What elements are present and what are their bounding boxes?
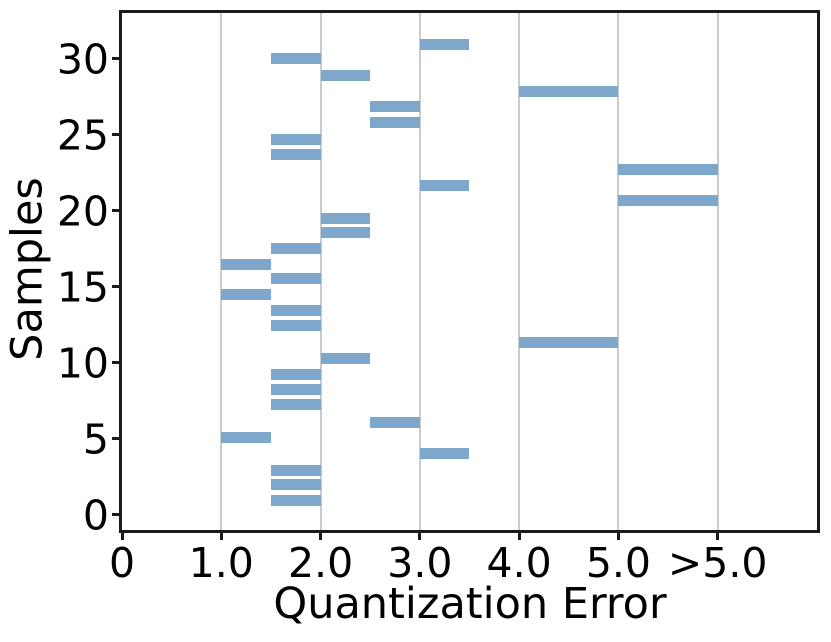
sample-error-bar [270, 399, 321, 411]
sample-error-bar [320, 212, 371, 224]
x-tick-label: 5.0 [585, 539, 652, 587]
sample-error-bar [618, 195, 718, 207]
plot-inner [122, 13, 817, 530]
x-axis-label: Quantization Error [273, 579, 667, 629]
sample-error-bar [270, 495, 321, 507]
sample-error-bar [519, 85, 619, 97]
sample-error-bar [419, 447, 470, 459]
sample-error-bar [370, 117, 420, 129]
y-tick-label: 25 [56, 111, 109, 160]
x-tick-mark [418, 533, 422, 540]
sample-error-bar [320, 69, 371, 81]
sample-error-bar [320, 352, 371, 364]
sample-error-bar [270, 304, 321, 316]
sample-error-bar [270, 243, 321, 255]
sample-error-bar [419, 179, 470, 191]
sample-error-bar [270, 133, 321, 145]
sample-error-bar [419, 38, 470, 50]
y-tick-mark [112, 133, 119, 137]
plot-area [119, 10, 820, 533]
y-tick-mark [112, 437, 119, 441]
sample-error-bar [221, 431, 271, 443]
sample-error-bar [221, 289, 271, 301]
sample-error-bar [370, 416, 420, 428]
x-tick-mark [120, 533, 124, 540]
y-tick-label: 30 [56, 35, 109, 84]
x-gridline [617, 13, 620, 530]
x-tick-label: 2.0 [287, 539, 354, 587]
sample-error-bar [270, 53, 321, 65]
x-tick-mark [616, 533, 620, 540]
y-tick-label: 5 [82, 415, 109, 464]
sample-error-bar [370, 101, 420, 113]
x-gridline [716, 13, 719, 530]
sample-error-bar [519, 336, 619, 348]
x-tick-label: 0 [108, 539, 136, 587]
sample-error-bar [320, 227, 371, 239]
x-tick-label: 1.0 [188, 539, 254, 587]
x-gridline [418, 13, 421, 530]
x-gridline [518, 13, 521, 530]
y-tick-mark [112, 285, 119, 289]
x-gridline [220, 13, 223, 530]
sample-error-bar [270, 465, 321, 477]
y-tick-label: 15 [56, 263, 109, 312]
x-gridline [319, 13, 322, 530]
sample-error-bar [270, 383, 321, 395]
x-tick-mark [716, 533, 720, 540]
sample-error-bar [270, 368, 321, 380]
sample-error-bar [270, 149, 321, 161]
y-tick-mark [112, 361, 119, 365]
sample-error-bar [270, 320, 321, 332]
sample-error-bar [618, 164, 718, 176]
x-tick-mark [219, 533, 223, 540]
y-tick-mark [112, 57, 119, 61]
x-tick-label: 4.0 [486, 539, 552, 587]
y-tick-label: 10 [56, 339, 109, 388]
sample-error-bar [270, 273, 321, 285]
x-tick-mark [517, 533, 521, 540]
sample-error-bar [221, 259, 271, 271]
y-tick-label: 0 [82, 491, 109, 540]
sample-error-bar [270, 479, 321, 491]
y-tick-mark [112, 513, 119, 517]
x-tick-mark [319, 533, 323, 540]
y-tick-label: 20 [56, 187, 109, 236]
x-tick-label: 3.0 [387, 539, 453, 587]
y-tick-mark [112, 209, 119, 213]
x-tick-label: >5.0 [667, 539, 768, 587]
